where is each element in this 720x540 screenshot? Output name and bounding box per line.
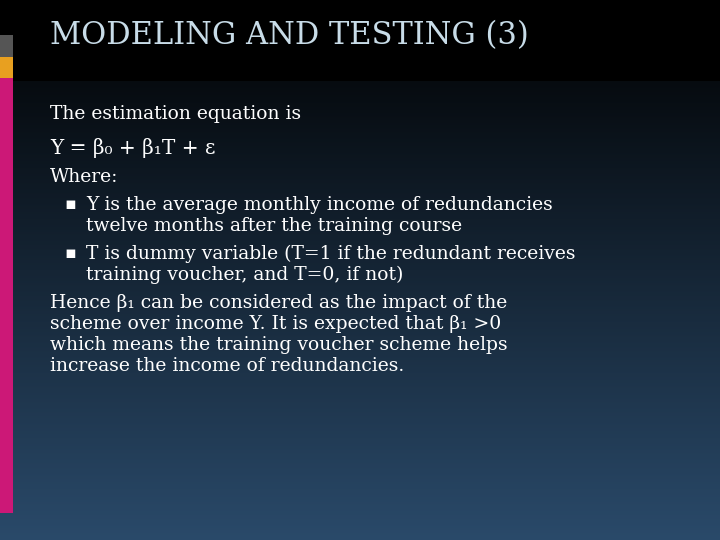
Text: Where:: Where: [50,168,119,186]
Text: ▪: ▪ [65,245,76,261]
Bar [0,65,13,513]
Bar [0,35,13,57]
Bar [0,0,720,81]
Text: T is dummy variable (T=1 if the redundant receives
training voucher, and T=0, if: T is dummy variable (T=1 if the redundan… [86,245,576,284]
Text: Y is the average monthly income of redundancies
twelve months after the training: Y is the average monthly income of redun… [86,196,553,235]
Text: ▪: ▪ [65,196,76,213]
Text: MODELING AND TESTING (3): MODELING AND TESTING (3) [50,19,529,51]
Text: Y = β₀ + β₁T + ε: Y = β₀ + β₁T + ε [50,138,216,158]
Text: Hence β₁ can be considered as the impact of the
scheme over income Y. It is expe: Hence β₁ can be considered as the impact… [50,294,508,375]
Bar [0,57,13,78]
Text: The estimation equation is: The estimation equation is [50,105,302,123]
